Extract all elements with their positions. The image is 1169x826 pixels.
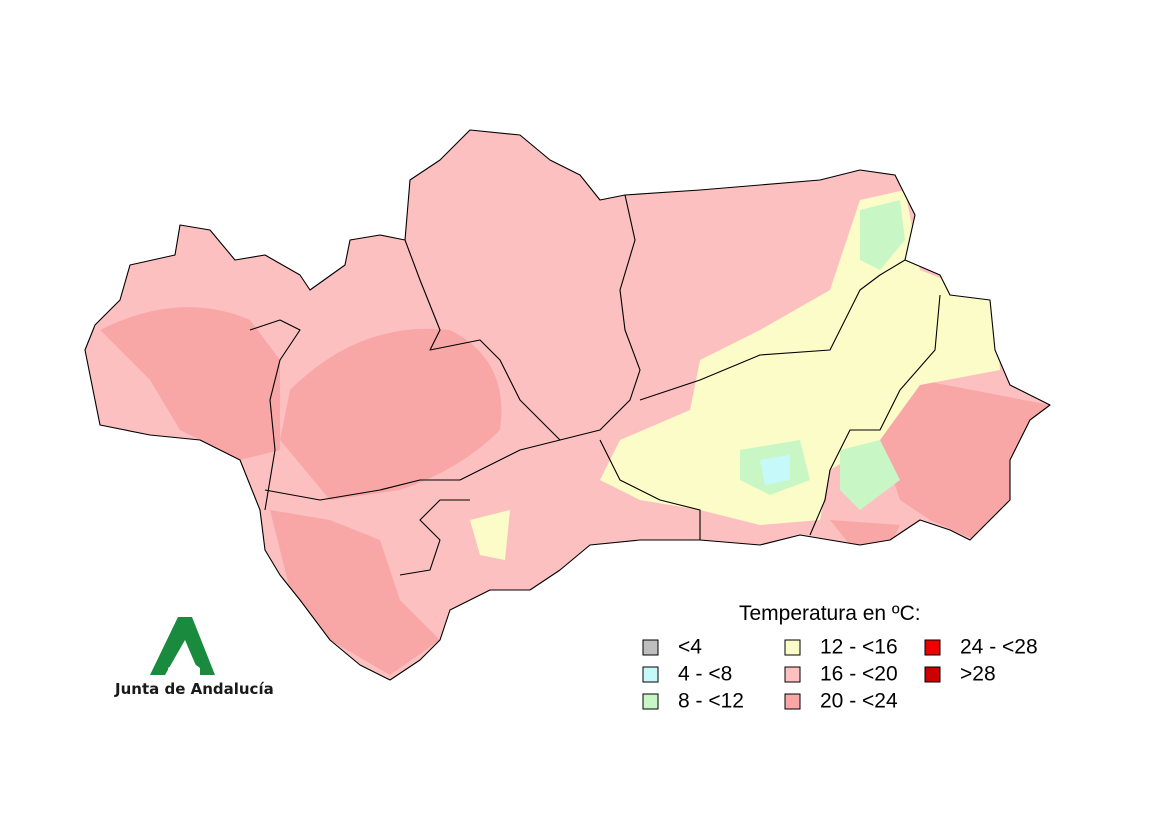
legend-swatch bbox=[784, 693, 801, 710]
legend-label: 20 - <24 bbox=[820, 690, 898, 713]
zone-20-24 bbox=[880, 380, 1050, 540]
zone-20-24 bbox=[100, 307, 280, 460]
zone-20-24 bbox=[280, 328, 502, 500]
province-border bbox=[264, 439, 561, 501]
legend-label: 16 - <20 bbox=[820, 663, 898, 686]
legend-label: 4 - <8 bbox=[678, 663, 732, 686]
legend-label: <4 bbox=[678, 636, 702, 659]
legend: <4 4 - <8 8 - <12 12 - <16 16 - <20 20 - <24 2… bbox=[642, 636, 1038, 713]
zone-20-24 bbox=[830, 520, 900, 545]
province-border bbox=[809, 294, 941, 536]
legend-swatch bbox=[924, 666, 941, 683]
province-border bbox=[249, 319, 301, 511]
legend-label: 24 - <28 bbox=[960, 636, 1038, 659]
legend-swatch bbox=[642, 693, 659, 710]
region-outline bbox=[84, 129, 1051, 681]
zone-8-12 bbox=[840, 440, 900, 510]
logo-mark-detail bbox=[168, 661, 200, 675]
zone-4-8 bbox=[760, 455, 790, 485]
zone-20-24 bbox=[270, 510, 440, 675]
province-border bbox=[639, 259, 906, 401]
province-border bbox=[404, 194, 641, 441]
legend-label: >28 bbox=[960, 663, 996, 686]
province-border bbox=[599, 439, 701, 540]
zone-12-16 bbox=[600, 190, 1000, 525]
logo: Junta de Andalucía bbox=[114, 617, 274, 698]
province-border bbox=[399, 499, 470, 576]
legend-label: 8 - <12 bbox=[678, 690, 744, 713]
legend-swatch bbox=[642, 639, 659, 656]
legend-title: Temperatura en ºC: bbox=[739, 602, 921, 625]
legend-swatch bbox=[784, 639, 801, 656]
logo-text: Junta de Andalucía bbox=[114, 680, 274, 698]
legend-swatch bbox=[784, 666, 801, 683]
legend-swatch bbox=[924, 639, 941, 656]
province-borders bbox=[249, 194, 941, 576]
logo-mark bbox=[150, 617, 215, 675]
legend-label: 12 - <16 bbox=[820, 636, 898, 659]
legend-swatch bbox=[642, 666, 659, 683]
zone-12-16 bbox=[470, 510, 510, 560]
zone-8-12 bbox=[860, 200, 905, 270]
